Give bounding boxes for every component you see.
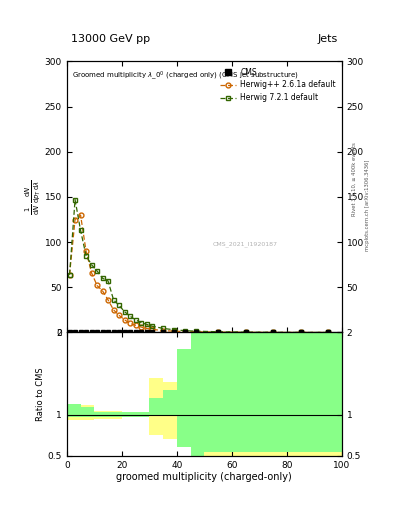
- Text: Jets: Jets: [318, 33, 338, 44]
- Text: mcplots.cern.ch [arXiv:1306.3436]: mcplots.cern.ch [arXiv:1306.3436]: [365, 159, 371, 250]
- Text: 13000 GeV pp: 13000 GeV pp: [71, 33, 150, 44]
- Text: CMS_2021_I1920187: CMS_2021_I1920187: [213, 242, 277, 247]
- Legend: CMS, Herwig++ 2.6.1a default, Herwig 7.2.1 default: CMS, Herwig++ 2.6.1a default, Herwig 7.2…: [217, 65, 338, 104]
- X-axis label: groomed multiplicity (charged-only): groomed multiplicity (charged-only): [116, 472, 292, 482]
- Text: Groomed multiplicity $\lambda\_0^0$ (charged only) (CMS jet substructure): Groomed multiplicity $\lambda\_0^0$ (cha…: [72, 70, 299, 82]
- Y-axis label: Ratio to CMS: Ratio to CMS: [36, 367, 45, 421]
- Text: Rivet 3.1.10, ≥ 400k events: Rivet 3.1.10, ≥ 400k events: [352, 142, 357, 216]
- Y-axis label: $\frac{1}{\mathrm{d}N}\,\frac{\mathrm{d}N}{\mathrm{d}p_T\,\mathrm{d}\lambda}$: $\frac{1}{\mathrm{d}N}\,\frac{\mathrm{d}…: [24, 179, 43, 215]
